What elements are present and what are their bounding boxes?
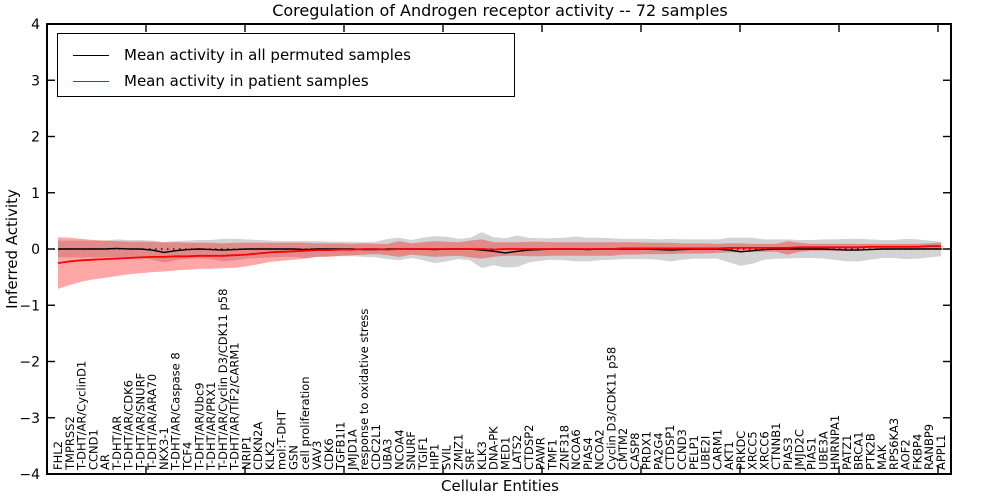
permuted-mean-line bbox=[58, 247, 941, 254]
legend-label-permuted: Mean activity in all permuted samples bbox=[124, 46, 411, 64]
x-category-label: NCOA2 bbox=[593, 429, 607, 470]
x-category-label: GSN bbox=[286, 445, 300, 470]
x-category-label: FKBP4 bbox=[910, 434, 924, 470]
x-category-label: HIP1 bbox=[428, 444, 442, 470]
x-category-label: T-DHT/AR/Caspase 8 bbox=[169, 352, 183, 471]
x-category-label: cell proliferation bbox=[298, 376, 312, 470]
x-category-label: T-DHT/AR/CyclinD1 bbox=[75, 361, 89, 471]
legend-entry-patient: Mean activity in patient samples bbox=[73, 68, 514, 94]
x-category-label: TGIF1 bbox=[416, 437, 430, 471]
x-category-label: T-DHT/AR/Cyclin D3/CDK11 p58 bbox=[216, 289, 230, 471]
x-category-label: RPS6KA3 bbox=[887, 418, 901, 470]
y-tick-label: −1 bbox=[19, 298, 40, 314]
x-category-label: FHL2 bbox=[51, 441, 65, 470]
x-category-label: SNURF bbox=[404, 431, 418, 470]
x-category-label: T-DHT/AR/SNURF bbox=[133, 373, 147, 471]
x-category-label: TCF4 bbox=[181, 442, 195, 471]
x-category-label: JMJD1A bbox=[345, 429, 359, 471]
x-category-label: T-DHT/AR/ARA70 bbox=[145, 374, 159, 471]
x-category-label: MAK bbox=[875, 444, 889, 470]
x-category-label: PTK2B bbox=[863, 433, 877, 470]
patient-mean-line bbox=[57, 245, 941, 264]
x-category-label: NRIP1 bbox=[239, 436, 253, 470]
y-tick-label: 0 bbox=[31, 242, 40, 258]
x-category-label: MED1 bbox=[498, 437, 512, 470]
y-tick-label: 3 bbox=[31, 73, 40, 89]
x-category-label: BRCA1 bbox=[852, 431, 866, 470]
x-category-label: AOF2 bbox=[899, 439, 913, 470]
legend-entry-permuted: Mean activity in all permuted samples bbox=[73, 42, 514, 68]
x-category-label: XRCC5 bbox=[746, 431, 760, 470]
x-category-label: XRCC6 bbox=[757, 431, 771, 470]
y-tick-label: 1 bbox=[31, 186, 40, 202]
x-category-label: UBE3A bbox=[816, 431, 830, 470]
y-tick-label: −3 bbox=[19, 411, 40, 427]
x-category-label: CASP8 bbox=[628, 433, 642, 470]
legend-line-red bbox=[73, 80, 109, 82]
x-category-label: VAV3 bbox=[310, 441, 324, 470]
x-category-label: mol:T-DHT bbox=[275, 409, 289, 470]
x-category-label: PIAS4 bbox=[581, 437, 595, 470]
x-category-label: APPL1 bbox=[934, 435, 948, 470]
x-category-label: TGFB1I1 bbox=[334, 422, 348, 471]
x-category-label: CTDSP2 bbox=[522, 425, 536, 470]
x-category-label: T-DHT/AR/TIF2/CARM1 bbox=[228, 342, 242, 471]
x-category-label: RANBP9 bbox=[922, 424, 936, 470]
x-category-label: CCND1 bbox=[86, 429, 100, 470]
x-category-label: DNA-PK bbox=[487, 426, 501, 470]
x-category-label: NKX3-1 bbox=[157, 427, 171, 470]
patient-std-band bbox=[58, 237, 941, 289]
y-tick-label: 2 bbox=[31, 130, 40, 146]
x-category-label: response to oxidative stress bbox=[357, 309, 371, 470]
x-category-label: CMTM2 bbox=[616, 428, 630, 470]
x-category-label: AKT1 bbox=[722, 441, 736, 470]
x-category-label: PRDX1 bbox=[640, 431, 654, 470]
x-category-label: CARM1 bbox=[710, 429, 724, 470]
x-category-label: T-DHT/AR bbox=[110, 416, 124, 471]
x-category-label: CDC2L1 bbox=[369, 424, 383, 470]
x-category-label: LATS2 bbox=[510, 435, 524, 470]
legend-line-black bbox=[73, 54, 109, 56]
x-category-label: PATZ1 bbox=[840, 435, 854, 470]
y-tick-label: −2 bbox=[19, 355, 40, 371]
x-category-label: PELP1 bbox=[687, 435, 701, 470]
x-category-label: KLK3 bbox=[475, 441, 489, 470]
y-tick-label: −4 bbox=[19, 467, 40, 483]
x-category-label: PA2G4 bbox=[651, 432, 665, 470]
x-category-label: PIAS3 bbox=[781, 437, 795, 470]
x-category-label: UBA3 bbox=[381, 439, 395, 471]
x-category-label: PRKDC bbox=[734, 431, 748, 470]
x-category-label: SRF bbox=[463, 448, 477, 470]
legend: Mean activity in all permuted samples Me… bbox=[57, 33, 515, 97]
x-category-label: CTNNB1 bbox=[769, 423, 783, 470]
chart-title: Coregulation of Androgen receptor activi… bbox=[272, 1, 728, 20]
x-category-label: CDK6 bbox=[322, 438, 336, 470]
x-category-label: AR bbox=[98, 454, 112, 470]
legend-label-patient: Mean activity in patient samples bbox=[124, 72, 369, 90]
x-category-label: T-DHT/AR/CDK6 bbox=[122, 380, 136, 471]
x-category-label: ZMIZ1 bbox=[451, 434, 465, 470]
x-category-label: KLK2 bbox=[263, 441, 277, 470]
x-category-label: T-DHT/AR/Ubc9 bbox=[192, 382, 206, 471]
x-category-label: T-DHT/AR/PRX1 bbox=[204, 382, 218, 471]
x-category-label: UBE2I bbox=[699, 436, 713, 470]
x-category-label: ZNF318 bbox=[557, 425, 571, 470]
x-category-label: HNRNPA1 bbox=[828, 415, 842, 470]
x-category-label: CCND3 bbox=[675, 429, 689, 470]
x-category-label: CTDSP1 bbox=[663, 425, 677, 470]
y-tick-label: 4 bbox=[31, 17, 40, 33]
x-category-label: SVIL bbox=[440, 444, 454, 470]
x-category-label: PIAS1 bbox=[804, 437, 818, 470]
x-category-label: NCOA4 bbox=[392, 429, 406, 470]
x-category-label: CDKN2A bbox=[251, 422, 265, 470]
x-axis-label: Cellular Entities bbox=[441, 477, 559, 495]
x-category-label: PAWR bbox=[534, 437, 548, 470]
x-category-label: JMJD2C bbox=[793, 429, 807, 471]
x-category-label: TMPRSS2 bbox=[63, 416, 77, 471]
x-category-label: TMF1 bbox=[545, 439, 559, 471]
x-category-label: NCOA6 bbox=[569, 429, 583, 470]
x-category-label: Cyclin D3/CDK11 p58 bbox=[604, 347, 618, 470]
